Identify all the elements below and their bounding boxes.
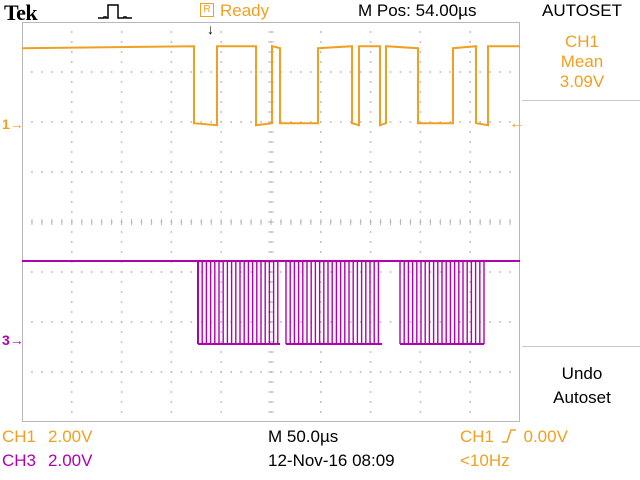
timebase-readout: M 50.0µs — [268, 427, 339, 446]
status-text: Ready — [220, 1, 270, 20]
menu-line: CH1 — [564, 32, 599, 51]
ch1-label: CH1 — [2, 427, 37, 446]
trigger-level-marker[interactable]: ← — [509, 115, 525, 132]
datetime-readout: 12-Nov-16 08:09 — [268, 451, 395, 470]
acquisition-status: R Ready — [200, 1, 269, 21]
trigger-position-marker[interactable]: ↓ — [207, 21, 214, 37]
menu-line: 3.09V — [559, 72, 605, 91]
ch3-ground-marker[interactable]: 3→ — [2, 332, 24, 348]
menu-divider — [522, 346, 640, 347]
ch3-waveform — [22, 260, 520, 345]
brand-logo: Tek — [4, 0, 38, 25]
trigger-source: CH1 — [460, 427, 495, 446]
undo-autoset-button[interactable]: Undo Autoset — [524, 362, 640, 410]
ch1-scale-readout: CH1 2.00V — [2, 427, 92, 447]
ch3-scale-readout: CH3 2.00V — [2, 451, 92, 471]
pulse-trigger-icon — [98, 4, 132, 19]
ch3-label: CH3 — [2, 451, 37, 470]
ch1-scale: 2.00V — [48, 427, 93, 446]
ch1-waveform — [22, 44, 520, 127]
rising-edge-icon — [501, 429, 516, 443]
frequency-readout: <10Hz — [460, 451, 510, 470]
ch1-ground-marker[interactable]: 1→ — [2, 116, 24, 132]
menu-item-ch1-mean[interactable]: CH1 Mean 3.09V — [524, 32, 640, 92]
run-state-icon: R — [200, 2, 214, 17]
ch3-scale: 2.00V — [48, 451, 93, 470]
trigger-readout: CH1 0.00V — [460, 427, 568, 447]
trigger-level: 0.00V — [523, 427, 568, 446]
menu-divider — [522, 100, 640, 101]
menu-line: Mean — [560, 52, 604, 71]
menu-line: Autoset — [553, 388, 611, 407]
waveform-display — [22, 22, 520, 422]
horizontal-position: M Pos: 54.00µs — [358, 1, 477, 20]
side-menu-title: AUTOSET — [542, 1, 622, 20]
menu-line: Undo — [561, 364, 603, 383]
status-bar: Tek R Ready M Pos: 54.00µs AUTOSET — [0, 0, 640, 25]
